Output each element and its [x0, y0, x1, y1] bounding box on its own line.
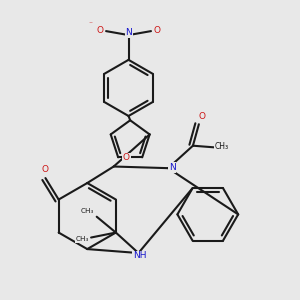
- Text: NH: NH: [133, 251, 146, 260]
- Text: ⁻: ⁻: [88, 19, 92, 28]
- Text: CH₃: CH₃: [214, 142, 229, 151]
- Text: O: O: [97, 26, 104, 34]
- Text: N: N: [169, 163, 176, 172]
- Text: O: O: [123, 154, 130, 163]
- Text: CH₃: CH₃: [81, 208, 94, 214]
- Text: CH₃: CH₃: [75, 236, 88, 242]
- Text: N: N: [125, 28, 132, 37]
- Text: O: O: [41, 165, 48, 174]
- Text: O: O: [198, 112, 205, 122]
- Text: O: O: [153, 26, 161, 34]
